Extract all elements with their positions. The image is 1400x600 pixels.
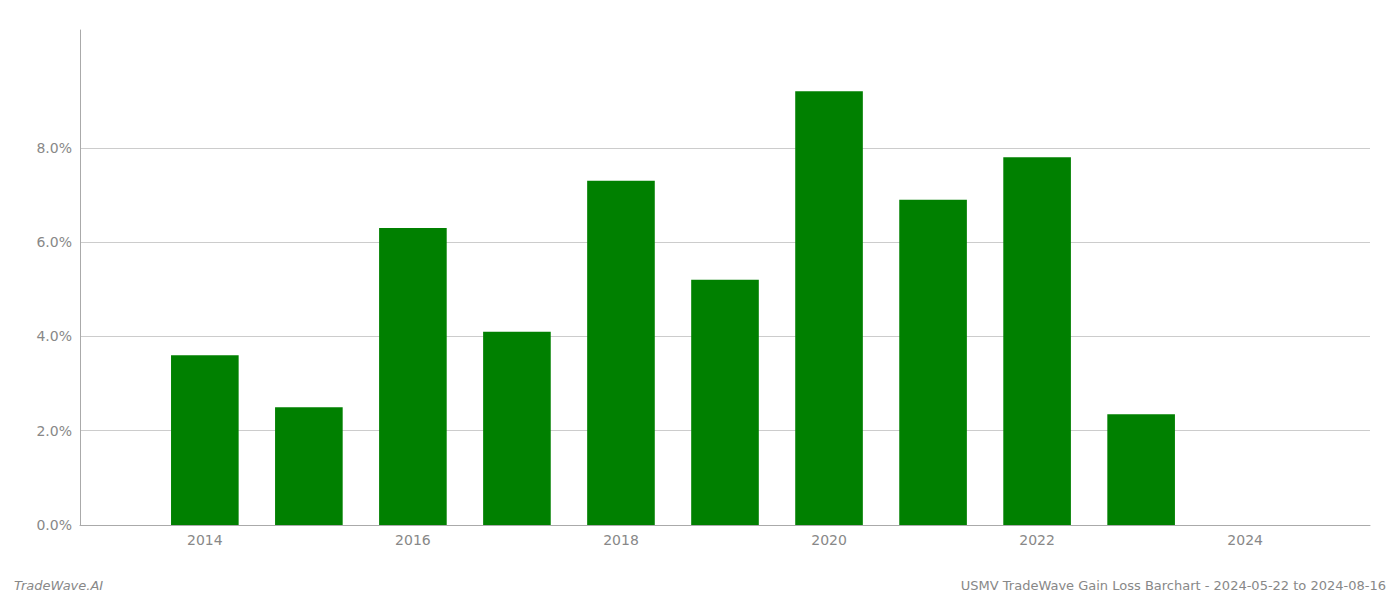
svg-text:2014: 2014 (187, 532, 223, 548)
svg-text:USMV TradeWave Gain Loss Barch: USMV TradeWave Gain Loss Barchart - 2024… (961, 578, 1386, 593)
svg-text:6.0%: 6.0% (36, 234, 72, 250)
svg-text:8.0%: 8.0% (36, 140, 72, 156)
svg-text:2018: 2018 (603, 532, 639, 548)
svg-text:2024: 2024 (1227, 532, 1263, 548)
svg-text:2022: 2022 (1019, 532, 1055, 548)
svg-text:0.0%: 0.0% (36, 517, 72, 533)
svg-text:4.0%: 4.0% (36, 328, 72, 344)
svg-text:TradeWave.AI: TradeWave.AI (14, 578, 103, 593)
svg-text:2.0%: 2.0% (36, 423, 72, 439)
svg-text:2016: 2016 (395, 532, 431, 548)
svg-text:2020: 2020 (811, 532, 847, 548)
